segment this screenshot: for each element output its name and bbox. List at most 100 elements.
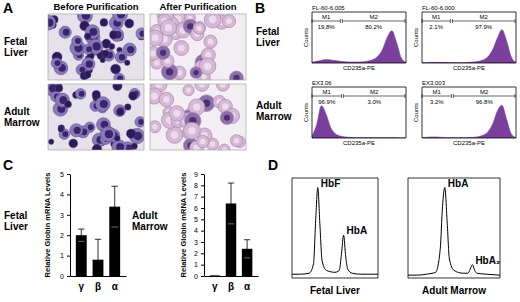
row-label: AdultMarrow (132, 210, 168, 232)
cell (150, 30, 163, 46)
tick: 0 (60, 273, 70, 280)
gate-end (341, 94, 342, 98)
gate-end (452, 19, 453, 23)
tick-label: 7 (194, 193, 198, 200)
error-cap (212, 275, 218, 276)
plot-area (292, 188, 378, 275)
cell-nucleus (138, 119, 144, 125)
error-cap (212, 275, 218, 276)
column-header: After Purification (159, 1, 236, 12)
gate-end (515, 94, 516, 98)
cell (101, 126, 116, 141)
frame-line (406, 12, 407, 63)
gate-percent: 96.8% (476, 99, 494, 105)
gate: M13.2% (422, 89, 452, 106)
tick-mark (67, 174, 70, 175)
cell-nucleus (116, 143, 124, 150)
cell (197, 135, 209, 147)
axis: 0123456789 (194, 171, 204, 280)
gate-bracket (312, 96, 342, 97)
cell (84, 71, 91, 78)
error-bar (95, 239, 102, 276)
cell-nucleus (86, 60, 93, 67)
cell (160, 20, 176, 36)
cell (110, 28, 123, 41)
frame-line (516, 12, 517, 63)
tick-mark (201, 265, 204, 266)
gate-label: M2 (480, 89, 489, 95)
tick-label: 0 (60, 273, 64, 280)
axis-line (422, 87, 423, 138)
gate-bracket (344, 96, 405, 97)
plot-frame (422, 12, 516, 63)
cell-nucleus (93, 42, 101, 50)
cell-center (210, 141, 216, 147)
tick-mark (67, 256, 70, 257)
cell-center (224, 115, 230, 121)
plot-area (210, 183, 253, 276)
tick: 3 (194, 239, 204, 246)
cell-nucleus (74, 127, 81, 134)
gate-bracket (452, 21, 515, 22)
gate-end (343, 94, 344, 98)
tick-label: 8 (194, 182, 198, 189)
cell (204, 35, 217, 48)
tick: 6 (194, 205, 204, 212)
tick-label: β (95, 281, 101, 292)
gate-label: M2 (480, 14, 489, 20)
tick-label: α (112, 281, 119, 292)
gate-label: M1 (322, 14, 331, 20)
cell (193, 22, 206, 35)
cell (48, 15, 56, 30)
y-axis-title: Counts (303, 103, 309, 122)
plot-area (312, 31, 406, 63)
cell-center (160, 50, 166, 56)
error-cap (228, 183, 234, 184)
cell-center (155, 84, 162, 88)
cell (183, 85, 194, 96)
tick: γ (212, 276, 218, 292)
cell-center (207, 39, 213, 45)
error-cap (95, 239, 102, 240)
gate-percent: 19.8% (318, 24, 336, 30)
error-cap (244, 239, 250, 240)
y-axis-title: Counts (303, 28, 309, 47)
histogram-area (312, 31, 406, 63)
cell (131, 143, 137, 149)
cell-nucleus (82, 14, 90, 20)
peak-label: HbA (448, 178, 469, 189)
cell (184, 122, 201, 139)
axis-line (204, 175, 205, 277)
gate-bracket (312, 21, 340, 22)
error-line (247, 240, 248, 258)
cell (193, 23, 204, 34)
gate-end (515, 19, 516, 23)
gate-label: M2 (370, 89, 379, 95)
error-cap (111, 186, 118, 187)
tick: α (112, 276, 119, 292)
cell-center (220, 84, 226, 88)
micrograph (48, 14, 144, 80)
chart-title: FL-60-6.000 (422, 5, 455, 11)
cell-nucleus (63, 29, 70, 36)
peak-label: HbA (347, 225, 368, 236)
axis-line (312, 87, 313, 138)
tick: 5 (194, 216, 204, 223)
tick-label: 3 (194, 239, 198, 246)
cell (110, 31, 118, 39)
cell (169, 106, 184, 121)
cell (135, 117, 144, 128)
gate: M2 96.8% (454, 89, 515, 106)
cell (114, 105, 126, 117)
cell-center (209, 16, 217, 24)
cell (136, 28, 144, 39)
tick-mark (201, 231, 204, 232)
cell (126, 129, 135, 138)
cell (100, 58, 105, 63)
y-axis-title: Counts (413, 28, 419, 47)
tick-mark (201, 219, 204, 220)
gate-end (450, 19, 451, 23)
cell-nucleus (139, 30, 144, 36)
tick-mark (201, 276, 204, 277)
frame-line (516, 87, 517, 138)
